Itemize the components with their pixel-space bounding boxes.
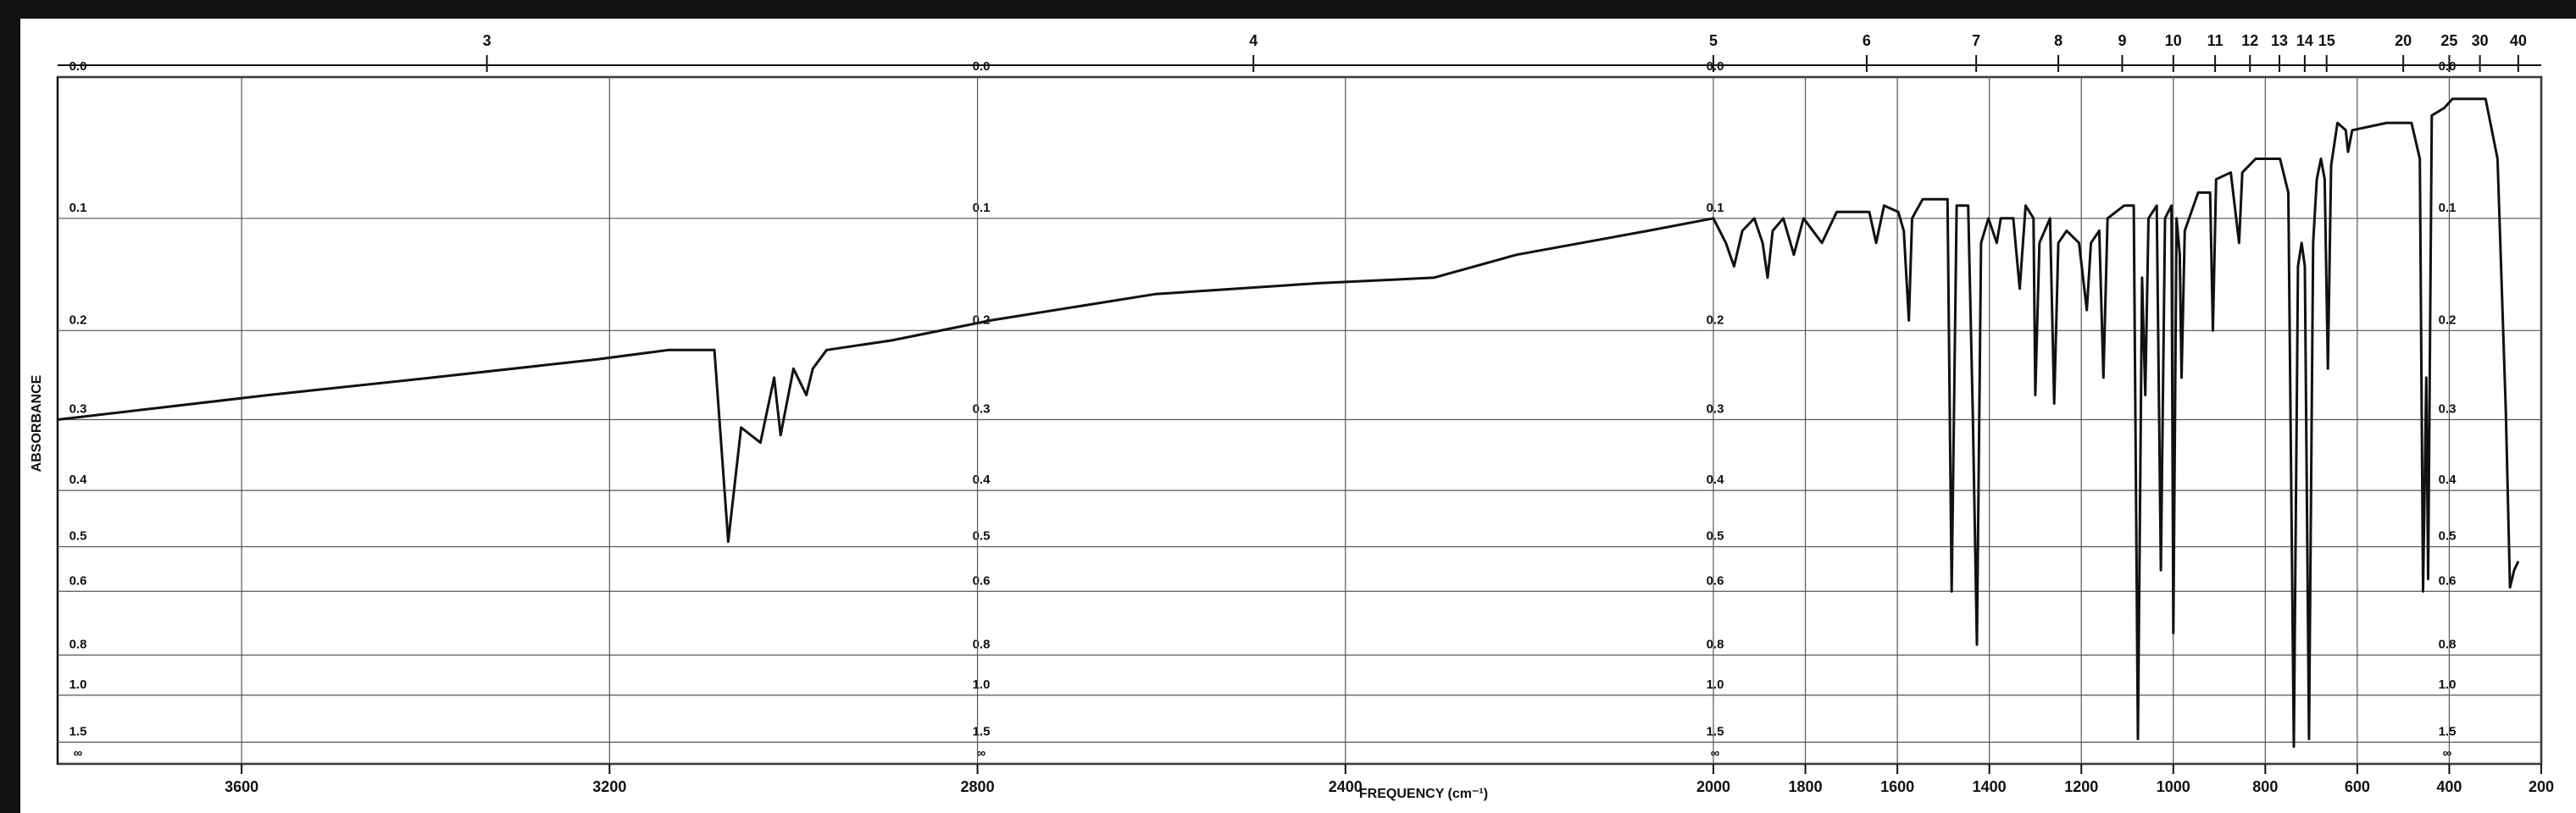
y-axis-label: ABSORBANCE (30, 374, 44, 472)
y-tick-label: 0.0 (973, 59, 991, 74)
y-tick-label: 0.3 (1707, 402, 1724, 417)
y-tick-label: 0.0 (1707, 59, 1724, 74)
x2-tick-label: 10 (2165, 32, 2182, 49)
x2-tick-label: 12 (2241, 32, 2258, 49)
y-tick-label: 0.3 (973, 402, 991, 417)
x2-tick-label: 6 (1863, 32, 1871, 49)
x-tick-label: 3600 (225, 778, 258, 795)
y-tick-label: 0.8 (1707, 637, 1724, 651)
y-tick-label: 1.0 (69, 678, 87, 692)
x-tick-label: 2000 (1696, 778, 1730, 795)
y-tick-label: 0.4 (973, 473, 991, 487)
y-tick-label: ∞ (977, 746, 986, 760)
x-tick-label: 1800 (1789, 778, 1823, 795)
y-tick-label: ∞ (2443, 746, 2452, 760)
x-tick-label: 2400 (1329, 778, 1363, 795)
y-tick-label: 0.2 (2439, 312, 2457, 327)
y-tick-label: 0.4 (1707, 473, 1725, 487)
y-tick-label: 0.0 (2439, 59, 2457, 74)
y-tick-label: 0.1 (69, 201, 87, 215)
y-tick-label: 0.4 (2439, 473, 2457, 487)
x2-tick-label: 40 (2510, 32, 2527, 49)
x-tick-label: 2800 (961, 778, 995, 795)
y-tick-label: 0.1 (2439, 201, 2457, 215)
x2-tick-label: 11 (2207, 32, 2223, 49)
x-tick-label: 400 (2436, 778, 2462, 795)
x-tick-label: 1600 (1880, 778, 1914, 795)
x2-tick-label: 30 (2472, 32, 2489, 49)
x2-tick-label: 9 (2118, 32, 2126, 49)
y-tick-label: 0.1 (973, 201, 991, 215)
y-tick-label: 1.5 (1707, 724, 1724, 738)
y-tick-label: 0.5 (69, 529, 87, 544)
y-tick-label: 0.6 (1707, 573, 1724, 588)
y-tick-label: 1.5 (973, 724, 991, 738)
x2-tick-label: 15 (2318, 32, 2335, 49)
y-tick-label: 0.6 (69, 573, 87, 588)
x2-tick-label: 5 (1709, 32, 1718, 49)
y-tick-label: 0.3 (69, 402, 87, 417)
y-tick-label: 0.6 (2439, 573, 2457, 588)
scan-top (20, 0, 2576, 19)
y-tick-label: 0.1 (1707, 201, 1724, 215)
x2-tick-label: 8 (2054, 32, 2062, 49)
y-tick-label: 1.0 (2439, 678, 2457, 692)
y-tick-label: 1.5 (2439, 724, 2457, 738)
y-tick-label: 1.5 (69, 724, 87, 738)
y-tick-label: 0.8 (973, 637, 991, 651)
x-tick-label: 3200 (592, 778, 626, 795)
x-axis-label: FREQUENCY (cm⁻¹) (1359, 787, 1488, 801)
x-tick-label: 1200 (2064, 778, 2098, 795)
y-tick-label: 1.0 (973, 678, 991, 692)
y-tick-label: 0.3 (2439, 402, 2457, 417)
x-tick-label: 600 (2345, 778, 2370, 795)
x-tick-label: 800 (2252, 778, 2278, 795)
x-tick-label: 1400 (1973, 778, 2007, 795)
x2-tick-label: 25 (2440, 32, 2457, 49)
x2-tick-label: 20 (2395, 32, 2412, 49)
y-tick-label: 0.2 (1707, 312, 1724, 327)
x2-tick-label: 4 (1249, 32, 1257, 49)
plot-frame (56, 75, 2543, 766)
x-tick-label: 200 (2529, 778, 2554, 795)
x2-tick-label: 13 (2271, 32, 2288, 49)
y-tick-label: 0.5 (973, 529, 991, 544)
x2-tick-label: 7 (1972, 32, 1980, 49)
x-tick-label: 1000 (2157, 778, 2190, 795)
y-tick-label: 0.8 (2439, 637, 2457, 651)
y-tick-label: ∞ (74, 746, 83, 760)
y-tick-label: 0.4 (69, 473, 88, 487)
y-tick-label: 1.0 (1707, 678, 1724, 692)
y-tick-label: 0.8 (69, 637, 87, 651)
y-tick-label: 0.6 (973, 573, 991, 588)
y-tick-label: ∞ (1711, 746, 1720, 760)
spectrum-line (57, 97, 2520, 749)
scan-edge (0, 0, 20, 813)
y-tick-label: 0.5 (1707, 529, 1724, 544)
y-tick-label: 0.0 (69, 59, 87, 74)
y-tick-label: 0.2 (69, 312, 87, 327)
y-tick-label: 0.5 (2439, 529, 2457, 544)
x2-tick-label: 3 (483, 32, 491, 49)
x2-tick-label: 14 (2296, 32, 2313, 49)
